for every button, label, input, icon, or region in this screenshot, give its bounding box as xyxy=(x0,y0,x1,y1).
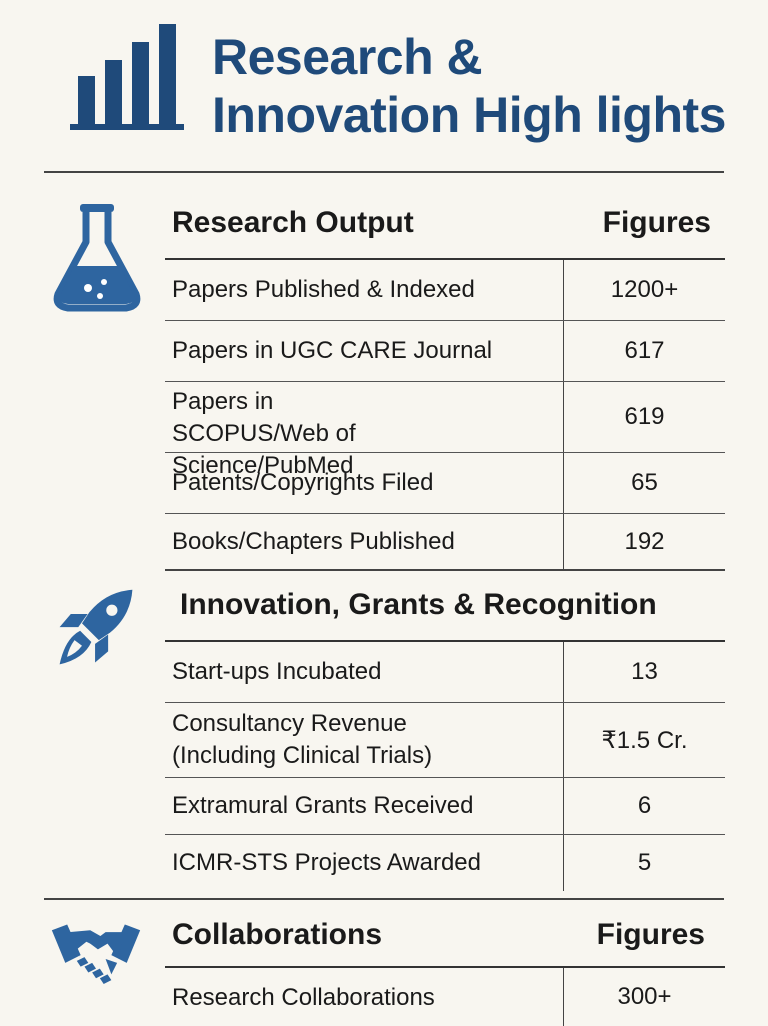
figures-heading: Figures xyxy=(602,206,711,239)
table-header: Collaborations Figures xyxy=(165,902,725,968)
row-label: Consultancy Revenue (Including Clinical … xyxy=(172,710,433,769)
row-value: 5 xyxy=(563,835,725,891)
row-value: 65 xyxy=(563,453,725,513)
table-row: Patents/Copyrights Filed 65 xyxy=(165,453,725,514)
table-row: Extramural Grants Received 6 xyxy=(165,778,725,835)
flask-icon xyxy=(53,204,141,312)
collaborations-table: Collaborations Figures Research Collabor… xyxy=(165,902,725,1026)
row-value: 6 xyxy=(563,778,725,834)
row-label: Extramural Grants Received xyxy=(172,792,474,819)
page-header: Research & Innovation High lights xyxy=(0,0,768,172)
row-label: ICMR-STS Projects Awarded xyxy=(172,849,481,876)
section-divider xyxy=(165,569,725,571)
table-row: Papers Published & Indexed 1200+ xyxy=(165,260,725,321)
row-label: Books/Chapters Published xyxy=(172,528,455,555)
row-label: Research Collaborations xyxy=(172,984,435,1011)
row-value: 1200+ xyxy=(563,260,725,320)
section-heading: Collaborations xyxy=(172,918,383,951)
figures-heading: Figures xyxy=(596,918,705,951)
rocket-icon xyxy=(59,589,133,665)
table-header: Research Output Figures xyxy=(165,190,725,260)
table-header: Innovation, Grants & Recognition xyxy=(165,572,725,642)
row-label: Papers Published & Indexed xyxy=(172,276,475,303)
row-value: ₹1.5 Cr. xyxy=(563,703,725,777)
row-label: Start-ups Incubated xyxy=(172,658,382,685)
row-value: 617 xyxy=(563,321,725,381)
row-value: 192 xyxy=(563,514,725,570)
row-label: Papers in SCOPUS/Web of Science/PubMed xyxy=(172,388,356,479)
header-divider xyxy=(44,171,724,173)
table-row: Start-ups Incubated 13 xyxy=(165,642,725,703)
section-heading: Innovation, Grants & Recognition xyxy=(180,588,657,621)
section-divider xyxy=(44,898,724,900)
title-line-2: Innovation High lights xyxy=(212,87,726,143)
innovation-table: Innovation, Grants & Recognition Start-u… xyxy=(165,572,725,891)
row-label: Papers in UGC CARE Journal xyxy=(172,337,493,364)
page-title: Research & Innovation High lights xyxy=(212,28,726,144)
table-row: Papers in UGC CARE Journal 617 xyxy=(165,321,725,382)
table-row: Research Collaborations 300+ xyxy=(165,968,725,1026)
title-line-1: Research & xyxy=(212,29,483,85)
handshake-icon xyxy=(51,924,141,984)
table-row: Consultancy Revenue (Including Clinical … xyxy=(165,703,725,778)
table-row: ICMR-STS Projects Awarded 5 xyxy=(165,835,725,891)
bar-chart-icon xyxy=(70,24,184,130)
table-row: Books/Chapters Published 192 xyxy=(165,514,725,570)
section-heading: Research Output xyxy=(172,206,414,239)
row-value: 300+ xyxy=(563,968,725,1026)
research-output-table: Research Output Figures Papers Published… xyxy=(165,190,725,570)
table-row: Papers in SCOPUS/Web of Science/PubMed 6… xyxy=(165,382,725,479)
row-value: 13 xyxy=(563,642,725,702)
row-value: 619 xyxy=(563,382,725,452)
row-label: Patents/Copyrights Filed xyxy=(172,469,434,496)
